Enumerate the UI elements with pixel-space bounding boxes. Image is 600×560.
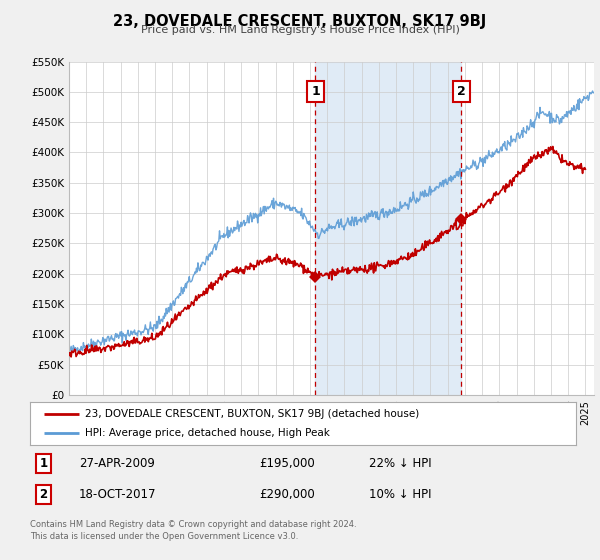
Text: 1: 1 [311,85,320,99]
Text: 27-APR-2009: 27-APR-2009 [79,457,155,470]
Text: 2: 2 [40,488,48,501]
Text: Price paid vs. HM Land Registry's House Price Index (HPI): Price paid vs. HM Land Registry's House … [140,25,460,35]
Text: This data is licensed under the Open Government Licence v3.0.: This data is licensed under the Open Gov… [30,532,298,541]
Text: 2: 2 [457,85,466,99]
Text: 23, DOVEDALE CRESCENT, BUXTON, SK17 9BJ: 23, DOVEDALE CRESCENT, BUXTON, SK17 9BJ [113,14,487,29]
Text: £290,000: £290,000 [259,488,315,501]
Text: Contains HM Land Registry data © Crown copyright and database right 2024.: Contains HM Land Registry data © Crown c… [30,520,356,529]
Text: 22% ↓ HPI: 22% ↓ HPI [368,457,431,470]
Text: 1: 1 [40,457,48,470]
Text: 23, DOVEDALE CRESCENT, BUXTON, SK17 9BJ (detached house): 23, DOVEDALE CRESCENT, BUXTON, SK17 9BJ … [85,409,419,419]
Text: HPI: Average price, detached house, High Peak: HPI: Average price, detached house, High… [85,428,329,438]
Text: £195,000: £195,000 [259,457,315,470]
Text: 10% ↓ HPI: 10% ↓ HPI [368,488,431,501]
Bar [316,62,461,395]
Text: 18-OCT-2017: 18-OCT-2017 [79,488,157,501]
